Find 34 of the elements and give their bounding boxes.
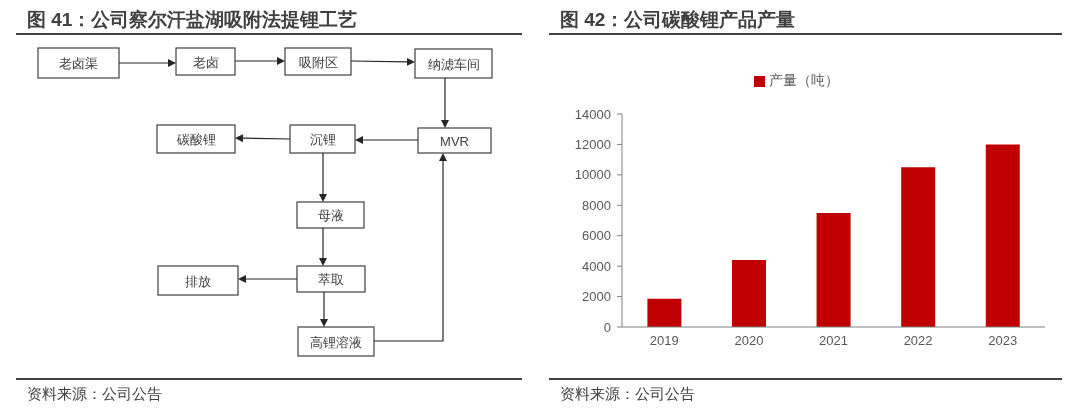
process-box: 纳滤车间 — [414, 48, 493, 79]
text: 资料来源：公司公告 — [27, 385, 162, 402]
process-box: 母液 — [296, 201, 365, 229]
y-tick-label: 14000 — [574, 106, 611, 122]
process-box: 碳酸锂 — [156, 124, 236, 154]
y-tick-label: 8000 — [582, 197, 611, 213]
bar — [731, 260, 766, 327]
y-tick-label: 2000 — [582, 289, 611, 305]
y-tick-label: 12000 — [574, 137, 611, 153]
process-box: 排放 — [157, 265, 239, 296]
legend-label: 产量（吨） — [769, 72, 839, 88]
y-tick-label: 4000 — [582, 258, 611, 274]
bar — [985, 144, 1020, 327]
y-tick-label: 10000 — [574, 167, 611, 183]
process-box: MVR — [417, 127, 492, 154]
process-box: 老卤渠 — [37, 47, 120, 79]
process-box: 吸附区 — [284, 47, 352, 76]
chart-title: 图 42：公司碳酸锂产品产量 — [560, 9, 796, 30]
y-tick-label: 0 — [603, 319, 611, 335]
text: 图 41：公司察尔汗盐湖吸附法提锂工艺 — [27, 9, 358, 30]
x-tick-label: 2023 — [988, 333, 1018, 349]
x-tick-label: 2022 — [903, 333, 933, 349]
process-box: 高锂溶液 — [297, 326, 375, 357]
process-box: 老卤 — [175, 47, 236, 76]
y-tick-label: 6000 — [582, 228, 611, 244]
process-box: 萃取 — [296, 265, 366, 293]
bar — [901, 167, 936, 327]
bar — [816, 212, 851, 327]
text: 资料来源：公司公告 — [560, 385, 695, 402]
x-tick-label: 2019 — [649, 333, 679, 349]
x-tick-label: 2020 — [734, 333, 764, 349]
process-box: 沉锂 — [289, 124, 356, 154]
x-tick-label: 2021 — [819, 333, 848, 349]
bar — [647, 298, 682, 327]
